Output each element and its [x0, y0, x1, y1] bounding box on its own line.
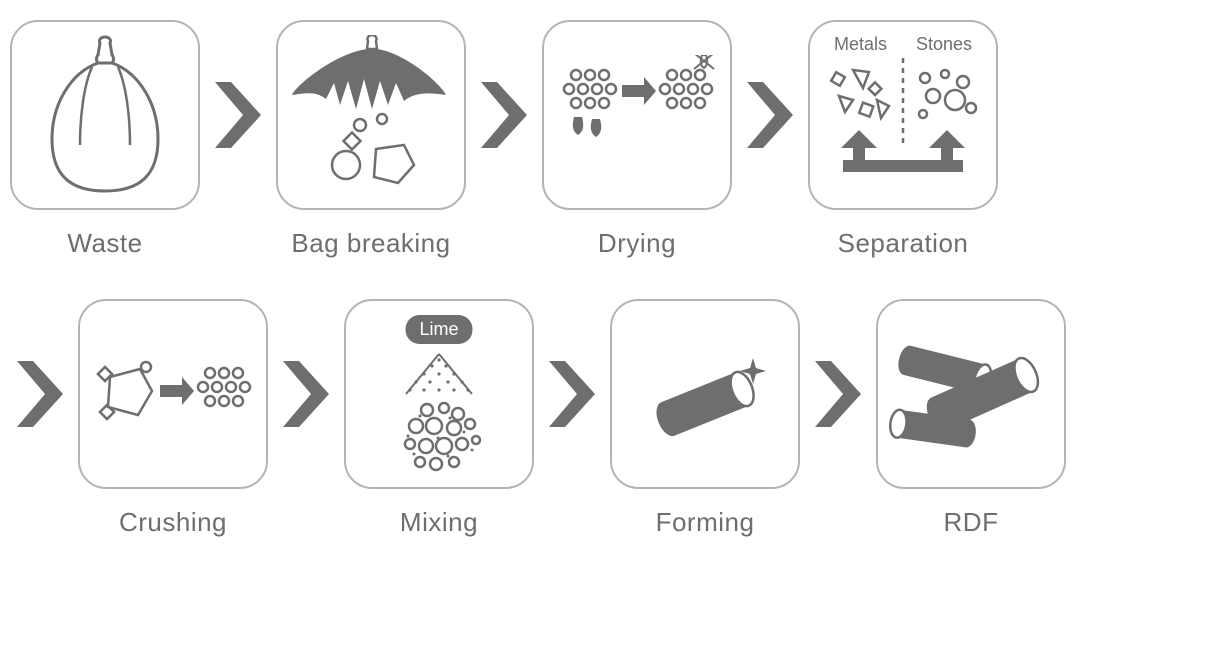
label-separation: Separation [838, 228, 969, 259]
mixing-icon [364, 324, 514, 484]
step-bag-breaking: Bag breaking [276, 20, 466, 259]
label-waste: Waste [67, 228, 142, 259]
step-separation: Metals Stones [808, 20, 998, 259]
label-bag-breaking: Bag breaking [291, 228, 450, 259]
step-waste: Waste [10, 20, 200, 259]
label-drying: Drying [598, 228, 676, 259]
label-mixing: Mixing [400, 507, 478, 538]
chevron-right-icon [281, 359, 331, 429]
lime-badge: Lime [405, 315, 472, 344]
separation-stones-label: Stones [916, 34, 972, 55]
tile-separation: Metals Stones [808, 20, 998, 210]
arrow-7 [808, 299, 868, 489]
tile-mixing: Lime [344, 299, 534, 489]
tile-drying [542, 20, 732, 210]
bag-breaking-icon [286, 35, 456, 195]
forming-icon [625, 334, 785, 454]
separation-metals-label: Metals [834, 34, 887, 55]
rdf-pellets-icon [886, 319, 1056, 469]
tile-rdf [876, 299, 1066, 489]
step-crushing: Crushing [78, 299, 268, 538]
tile-crushing [78, 299, 268, 489]
chevron-right-icon [479, 80, 529, 150]
step-rdf: RDF [876, 299, 1066, 538]
separation-icon [813, 30, 993, 200]
tile-waste [10, 20, 200, 210]
arrow-1 [208, 20, 268, 210]
tile-forming [610, 299, 800, 489]
chevron-right-icon [813, 359, 863, 429]
step-drying: Drying [542, 20, 732, 259]
label-rdf: RDF [944, 507, 999, 538]
chevron-right-icon [213, 80, 263, 150]
chevron-right-icon [15, 359, 65, 429]
drying-icon [552, 55, 722, 175]
chevron-right-icon [745, 80, 795, 150]
arrow-3 [740, 20, 800, 210]
tile-bag-breaking [276, 20, 466, 210]
label-crushing: Crushing [119, 507, 227, 538]
arrow-6 [542, 299, 602, 489]
step-mixing: Lime [344, 299, 534, 538]
crushing-icon [88, 339, 258, 449]
step-forming: Forming [610, 299, 800, 538]
chevron-right-icon [547, 359, 597, 429]
arrow-5 [276, 299, 336, 489]
label-forming: Forming [656, 507, 755, 538]
arrow-4 [10, 299, 70, 489]
flow-row-1: Waste Bag breaking [10, 20, 1197, 259]
waste-bag-icon [40, 35, 170, 195]
flow-row-2: Crushing Lime [10, 299, 1197, 538]
arrow-2 [474, 20, 534, 210]
process-flow: Waste Bag breaking [10, 20, 1197, 538]
